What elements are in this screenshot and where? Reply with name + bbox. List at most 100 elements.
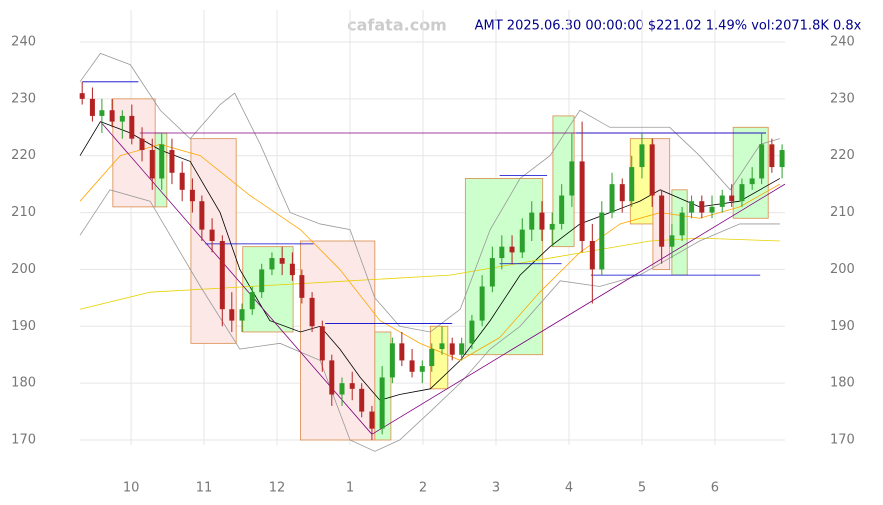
y-tick-label: 180 [11, 376, 36, 391]
candle-body [199, 201, 205, 230]
indicator-line [79, 121, 781, 401]
y-tick-label-right: 220 [830, 148, 855, 163]
candle-body [459, 343, 465, 355]
candle-body [189, 189, 195, 202]
candle-body [389, 343, 395, 378]
x-tick-label: 2 [419, 481, 427, 496]
candle-body [79, 93, 85, 99]
candle-body [329, 360, 335, 395]
candle-body [139, 138, 145, 151]
candle-body [229, 309, 235, 321]
candle-body [409, 360, 415, 372]
candle-body [669, 235, 675, 247]
indicator-line [79, 189, 780, 452]
candle-body [519, 229, 525, 253]
y-tick-label: 220 [11, 148, 36, 163]
candle-body [419, 366, 425, 372]
candle-body [209, 229, 215, 241]
candle-body [89, 98, 95, 116]
y-tick-label: 210 [11, 205, 36, 220]
y-tick-label: 230 [11, 91, 36, 106]
candle-body [569, 161, 575, 196]
zone [464, 178, 544, 356]
candle-body [299, 275, 305, 298]
level-line [371, 183, 786, 435]
zone [112, 98, 156, 208]
candle-body [549, 223, 555, 230]
y-tick-label-right: 180 [830, 376, 855, 391]
y-tick-label-right: 210 [830, 205, 855, 220]
level-line [100, 121, 373, 435]
candle-body [149, 150, 155, 179]
candle-body [429, 349, 435, 367]
candle-body [99, 110, 105, 116]
candle-body [319, 326, 325, 361]
y-tick-label: 190 [11, 319, 36, 334]
candle-body [369, 411, 375, 429]
candle-body [509, 246, 515, 253]
x-tick-label: 6 [711, 481, 719, 496]
candle-body [219, 241, 225, 310]
candle-body [479, 286, 485, 321]
candle-body [769, 144, 775, 168]
chart-title: AMT 2025.06.30 00:00:00 $221.02 1.49% vo… [475, 19, 862, 34]
candle-body [349, 383, 355, 389]
candle-body [649, 144, 655, 196]
x-tick-label: 10 [123, 481, 140, 496]
candle-body [599, 212, 605, 270]
candle-body [689, 201, 695, 213]
y-tick-label-right: 170 [830, 433, 855, 448]
candle-body [759, 144, 765, 179]
candle-body [279, 258, 285, 264]
x-tick-label: 1 [346, 481, 354, 496]
candle-body [339, 383, 345, 395]
candle-body [169, 150, 175, 173]
candle-body [539, 212, 545, 230]
x-tick-label: 11 [196, 481, 213, 496]
candle-body [489, 258, 495, 287]
y-tick-label: 170 [11, 433, 36, 448]
candle-body [269, 258, 275, 270]
watermark: cafata.com [347, 16, 447, 35]
candle-body [699, 201, 705, 213]
candle-body [309, 297, 315, 327]
candle-body [449, 343, 455, 355]
candle-body [739, 184, 745, 202]
candle-body [619, 184, 625, 202]
y-tick-label-right: 190 [830, 319, 855, 334]
candle-body [179, 172, 185, 190]
y-tick-label-right: 200 [830, 262, 855, 277]
candle-body [609, 184, 615, 213]
candle-body [589, 241, 595, 270]
y-tick-label: 200 [11, 262, 36, 277]
y-tick-label: 240 [11, 35, 36, 50]
candle-body [629, 167, 635, 202]
candle-body [709, 206, 715, 213]
candle-body [529, 212, 535, 230]
candle-body [559, 195, 565, 224]
candle-body [129, 115, 135, 139]
candle-body [239, 309, 245, 321]
candle-body [109, 110, 115, 122]
candle-body [659, 195, 665, 247]
candle-body [289, 263, 295, 276]
candle-body [679, 212, 685, 236]
candle-body [439, 343, 445, 350]
y-tick-label-right: 230 [830, 91, 855, 106]
indicator-line [79, 143, 781, 361]
candle-body [359, 388, 365, 412]
candle-body [499, 246, 505, 259]
candle-body [399, 343, 405, 361]
candle-body [159, 144, 165, 179]
candle-body [249, 292, 255, 310]
indicator-line [79, 237, 780, 310]
candle-body [379, 377, 385, 429]
x-tick-label: 5 [638, 481, 646, 496]
x-tick-label: 3 [492, 481, 500, 496]
candle-body [259, 269, 265, 293]
x-tick-label: 12 [269, 481, 286, 496]
candle-body [579, 161, 585, 241]
candle-body [119, 115, 125, 122]
candle-body [779, 150, 785, 168]
